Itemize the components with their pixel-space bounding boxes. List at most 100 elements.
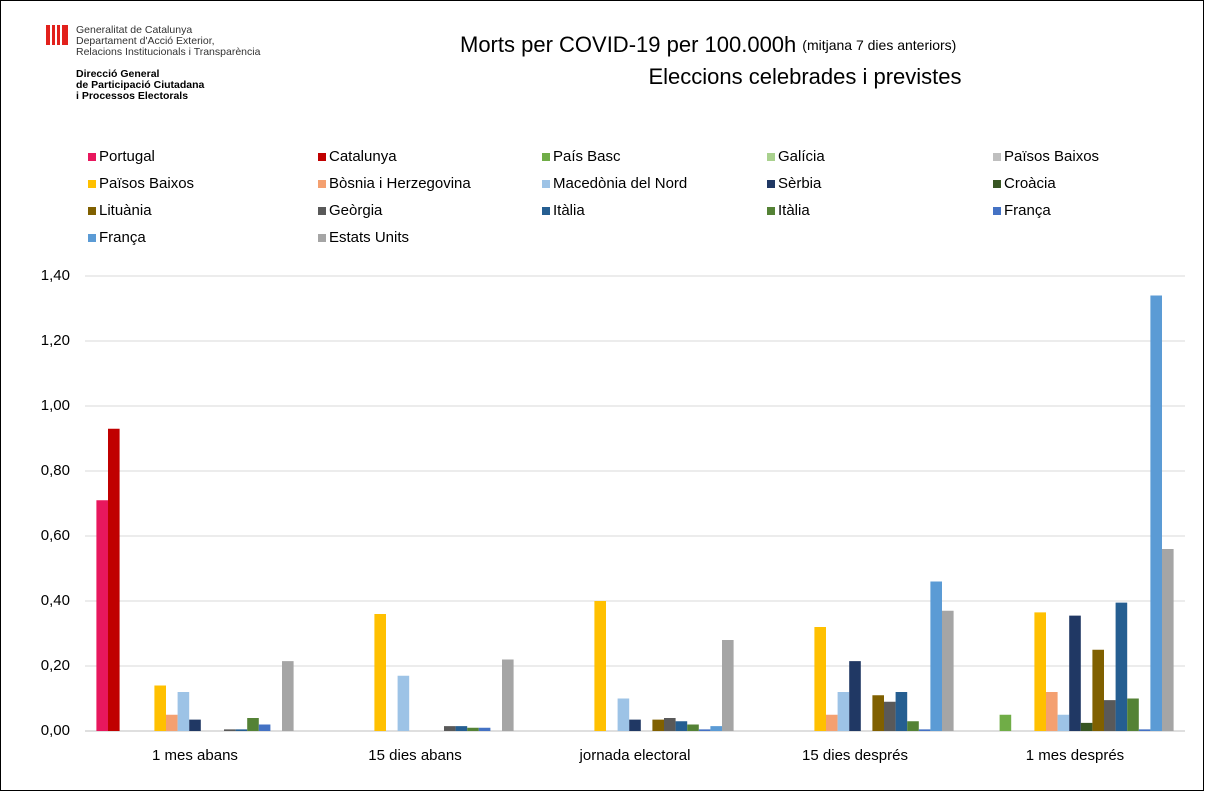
legend-label: Catalunya (329, 148, 397, 165)
bar (444, 726, 456, 731)
legend-swatch (88, 234, 96, 242)
header-bold-line: Direcció General (76, 68, 160, 80)
bar (1162, 549, 1174, 731)
bar (502, 659, 514, 731)
bar (999, 714, 1012, 731)
legend-label: Macedònia del Nord (553, 175, 687, 192)
bar (1034, 612, 1046, 731)
legend-swatch (88, 153, 96, 161)
y-tick-label: 1,00 (41, 397, 70, 414)
legend-label: França (99, 229, 146, 246)
bar (108, 428, 120, 731)
legend-label: Bòsnia i Herzegovina (329, 175, 471, 192)
legend-swatch (542, 180, 550, 188)
bar (687, 724, 699, 731)
chart-subtitle: Eleccions celebrades i previstes (648, 64, 961, 89)
bar (884, 701, 896, 731)
legend-swatch (88, 207, 96, 215)
bar (907, 721, 919, 731)
bar (814, 627, 826, 731)
bar (675, 721, 688, 731)
x-tick-label: 15 dies abans (368, 747, 461, 764)
bar (374, 614, 386, 731)
y-tick-label: 0,80 (41, 462, 70, 479)
bar (1080, 722, 1093, 731)
legend-label: Itàlia (778, 202, 810, 219)
legend-swatch (993, 153, 1001, 161)
legend-label: Croàcia (1004, 175, 1056, 192)
bar (96, 500, 108, 731)
header-line: Generalitat de Catalunya (76, 24, 192, 36)
bar (397, 675, 410, 731)
chart-title: Morts per COVID-19 per 100.000h (mitjana … (460, 32, 956, 57)
legend-label: Països Baixos (99, 175, 194, 192)
bar (594, 601, 606, 731)
bar (1127, 698, 1139, 731)
bar (1092, 649, 1104, 731)
y-tick-label: 0,20 (41, 657, 70, 674)
legend-swatch (318, 234, 326, 242)
header-line: Relacions Institucionals i Transparència (76, 46, 261, 58)
bar (710, 726, 722, 731)
legend-swatch (542, 153, 550, 161)
x-tick-label: 1 mes després (1026, 747, 1124, 764)
bar (478, 727, 491, 731)
bar (247, 718, 259, 731)
bar (224, 729, 236, 731)
legend-label: França (1004, 202, 1051, 219)
legend-swatch (993, 207, 1001, 215)
logo (46, 25, 68, 45)
header-bold-line: i Processos Electorals (76, 90, 188, 102)
legend-swatch (993, 180, 1001, 188)
bar (1046, 692, 1058, 731)
legend-swatch (318, 207, 326, 215)
bar (722, 640, 734, 731)
y-tick-label: 0,00 (41, 722, 70, 739)
legend-swatch (318, 180, 326, 188)
bar (1138, 729, 1151, 731)
x-tick-label: 1 mes abans (152, 747, 238, 764)
bar (698, 729, 711, 731)
bar (872, 695, 884, 731)
legend-swatch (318, 153, 326, 161)
bar (1069, 615, 1081, 731)
legend-label: Lituània (99, 202, 152, 219)
bar (930, 581, 942, 731)
legend-label: País Basc (553, 148, 621, 165)
y-tick-label: 0,60 (41, 527, 70, 544)
bar (455, 726, 468, 731)
x-tick-label: 15 dies després (802, 747, 908, 764)
bar (942, 610, 954, 731)
bar (177, 692, 190, 731)
bar (282, 661, 294, 731)
bar (629, 719, 641, 731)
bar (895, 692, 908, 731)
bar (154, 685, 166, 731)
legend-label: Països Baixos (1004, 148, 1099, 165)
bar (918, 729, 931, 731)
legend-swatch (542, 207, 550, 215)
header-line: Departament d'Acció Exterior, (76, 35, 215, 47)
bar (1104, 700, 1116, 731)
bar (826, 714, 838, 731)
bar (849, 661, 861, 731)
bar (166, 714, 178, 731)
legend-label: Sèrbia (778, 175, 822, 192)
legend-label: Geòrgia (329, 202, 383, 219)
legend-label: Galícia (778, 148, 825, 165)
bar (258, 724, 271, 731)
bar (652, 719, 664, 731)
x-tick-label: jornada electoral (579, 747, 691, 764)
y-tick-label: 1,40 (41, 267, 70, 284)
legend-label: Itàlia (553, 202, 585, 219)
legend-swatch (88, 180, 96, 188)
title-note: (mitjana 7 dies anteriors) (802, 37, 956, 53)
bar (617, 698, 630, 731)
legend-label: Portugal (99, 148, 155, 165)
bar (1057, 714, 1070, 731)
title: Morts per COVID-19 per 100.000h (460, 32, 796, 57)
legend-swatch (767, 180, 775, 188)
legend-swatch (767, 207, 775, 215)
bar (1150, 295, 1162, 731)
